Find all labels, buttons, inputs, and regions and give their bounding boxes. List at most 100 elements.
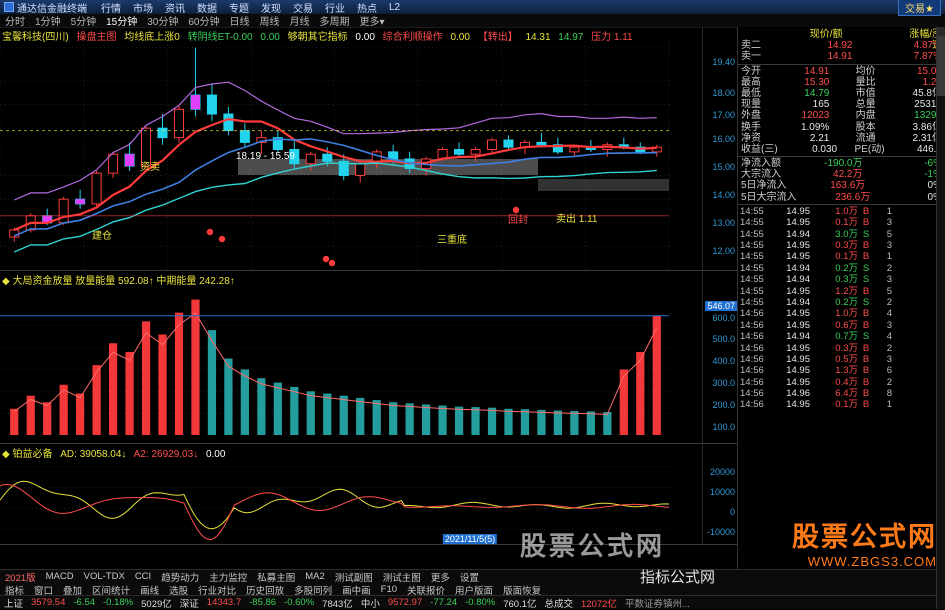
price-hdr-6: 0.00 [355, 32, 375, 43]
tick-list[interactable]: 14:55 14.95 1.0万 B 1 14:55 14.95 0.1万 B 3 14:55 14.… [738, 206, 945, 411]
tb1-item-3[interactable]: CCI [134, 571, 152, 582]
field-label-6a: 净资 [741, 132, 761, 144]
tick-row[interactable]: 14:56 14.95 1.0万 B 4 [738, 308, 945, 319]
tb1-item-4[interactable]: 趋势动力 [161, 572, 200, 584]
tb2-item-7[interactable]: 历史回放 [246, 585, 285, 597]
period-week[interactable]: 周线 [259, 17, 280, 28]
period-60m[interactable]: 60分钟 [188, 17, 220, 28]
tb2-item-4[interactable]: 画线 [140, 585, 160, 597]
period-1m[interactable]: 1分钟 [35, 17, 61, 28]
tick-row[interactable]: 14:56 14.96 6.4万 B 8 [738, 388, 945, 399]
period-15m[interactable]: 15分钟 [106, 17, 138, 28]
tb1-item-11[interactable]: 设置 [459, 572, 479, 584]
period-multi[interactable]: 多周期 [319, 17, 350, 28]
tb2-item-1[interactable]: 窗口 [34, 585, 54, 597]
scroll-thumb[interactable] [937, 36, 945, 96]
tb2-item-12[interactable]: 用户版面 [455, 585, 494, 597]
menu-item-3[interactable]: 数据 [197, 3, 217, 15]
tb2-item-2[interactable]: 叠加 [63, 585, 83, 597]
tick-row[interactable]: 14:56 14.94 0.7万 S 4 [738, 331, 945, 342]
orderbook-row-1[interactable]: 卖一 14.91 7.87% [738, 51, 945, 62]
menu-item-8[interactable]: 热点 [357, 3, 377, 15]
indicator-pane[interactable]: ◆ 铂益必备 AD: 39058.04↓ A2: 26929.03↓ 0.00 … [0, 444, 737, 545]
menu-item-6[interactable]: 交易 [293, 3, 313, 15]
tick-row[interactable]: 14:55 14.94 0.3万 S 3 [738, 274, 945, 285]
volume-pane[interactable]: ◆ 大局资金放量 放量能量 592.08↑ 中期能量 242.28↑ 600.0… [0, 271, 737, 444]
status-item: 平数证券镇州... [624, 598, 690, 610]
price-chart-pane[interactable]: 宝馨科技(四川) 操盘主图 均线底上涨0 转阴线ET-0.00 0.00 够朝其… [0, 27, 737, 271]
tb1-item-7[interactable]: MA2 [305, 571, 325, 582]
tick-row[interactable]: 14:55 14.95 1.2万 B 5 [738, 286, 945, 297]
tick-row[interactable]: 14:56 14.95 0.4万 B 2 [738, 377, 945, 388]
trade-button[interactable]: 交易★ [898, 0, 941, 16]
tb2-item-3[interactable]: 区间统计 [92, 585, 131, 597]
price-y-axis: 19.40 18.00 17.00 16.00 15.00 14.00 13.0… [702, 27, 737, 270]
tick-row[interactable]: 14:56 14.95 0.1万 B 1 [738, 399, 945, 410]
tick-count: 8 [886, 388, 892, 400]
tick-row[interactable]: 14:55 14.95 0.3万 B 3 [738, 240, 945, 251]
status-item: 上证 [4, 598, 24, 610]
period-30m[interactable]: 30分钟 [147, 17, 179, 28]
vertical-scrollbar[interactable] [936, 27, 945, 609]
menu-item-5[interactable]: 发现 [261, 3, 281, 15]
menu-item-7[interactable]: 行业 [325, 3, 345, 15]
level2-header-row: 现价/额 涨幅/涨速 [738, 29, 945, 51]
tick-row[interactable]: 14:56 14.95 0.5万 B 3 [738, 354, 945, 365]
tb1-item-8[interactable]: 测试副图 [334, 572, 373, 584]
menu-item-0[interactable]: 行情 [101, 3, 121, 15]
volume-marker-box: 546.07 [705, 301, 737, 311]
tb1-item-5[interactable]: 主力监控 [209, 572, 248, 584]
field-value-7a: 0.030 [812, 143, 838, 155]
tb2-item-11[interactable]: 关联报价 [407, 585, 446, 597]
tb2-item-13[interactable]: 版面恢复 [503, 585, 542, 597]
field-value-0a: 14.91 [804, 65, 830, 77]
tick-count: 5 [886, 285, 892, 297]
tb1-item-1[interactable]: MACD [45, 571, 74, 582]
tick-row[interactable]: 14:55 14.94 3.0万 S 5 [738, 229, 945, 240]
menu-item-9[interactable]: L2 [389, 1, 401, 13]
tick-row[interactable]: 14:55 14.95 0.1万 B 3 [738, 217, 945, 228]
main-area: 宝馨科技(四川) 操盘主图 均线底上涨0 转阴线ET-0.00 0.00 够朝其… [0, 27, 945, 609]
tick-volume: 0.3万 [835, 274, 858, 286]
tick-row[interactable]: 14:55 14.94 0.2万 S 2 [738, 263, 945, 274]
period-more[interactable]: 更多▾ [359, 17, 385, 28]
period-fenshi[interactable]: 分时 [5, 17, 25, 28]
tb2-item-0[interactable]: 指标 [5, 585, 25, 597]
menu-item-1[interactable]: 市场 [133, 3, 153, 15]
tick-row[interactable]: 14:56 14.95 0.3万 B 2 [738, 343, 945, 354]
flow-row-1: 大宗流入 42.2万 -1% [738, 169, 945, 180]
field-value-2a: 14.79 [804, 87, 830, 99]
tb1-item-9[interactable]: 测试主图 [382, 572, 421, 584]
period-day[interactable]: 日线 [229, 17, 250, 28]
tb2-item-6[interactable]: 行业对比 [198, 585, 237, 597]
field-label-2b: 市值 [855, 87, 876, 99]
tb2-item-10[interactable]: F10 [380, 584, 398, 595]
tick-time: 14:55 [740, 296, 764, 308]
tb2-item-5[interactable]: 选股 [169, 585, 189, 597]
period-month[interactable]: 月线 [289, 17, 310, 28]
field-label-1b: 量比 [855, 76, 876, 88]
tb1-item-2[interactable]: VOL-TDX [83, 571, 125, 582]
tick-time: 14:56 [740, 388, 764, 400]
price-hdr-9: 【转出】 [477, 32, 518, 43]
tick-count: 4 [886, 331, 892, 343]
tb1-item-0[interactable]: 2021版 [5, 572, 36, 584]
tick-count: 3 [886, 217, 892, 229]
vol-tick-2: 400.0 [712, 356, 735, 366]
tb1-item-6[interactable]: 私募主图 [257, 572, 296, 584]
field-label-0b: 均价 [855, 65, 876, 77]
tick-time: 14:56 [740, 342, 764, 354]
tb2-item-9[interactable]: 画中画 [342, 585, 371, 597]
menu-item-4[interactable]: 专题 [229, 3, 249, 15]
tick-row[interactable]: 14:55 14.95 0.1万 B 1 [738, 251, 945, 262]
tick-row[interactable]: 14:55 14.94 0.2万 S 2 [738, 297, 945, 308]
volume-bars-svg [0, 299, 669, 435]
tick-row[interactable]: 14:56 14.95 1.3万 B 6 [738, 365, 945, 376]
tb1-item-10[interactable]: 更多 [430, 572, 450, 584]
period-5m[interactable]: 5分钟 [70, 17, 97, 28]
menu-item-2[interactable]: 资讯 [165, 3, 185, 15]
tb2-item-8[interactable]: 多股同列 [294, 585, 333, 597]
orderbook-row-0[interactable]: 卖二 14.92 4.87% [738, 40, 945, 51]
tick-row[interactable]: 14:56 14.95 0.6万 B 3 [738, 320, 945, 331]
tick-row[interactable]: 14:55 14.95 1.0万 B 1 [738, 206, 945, 217]
